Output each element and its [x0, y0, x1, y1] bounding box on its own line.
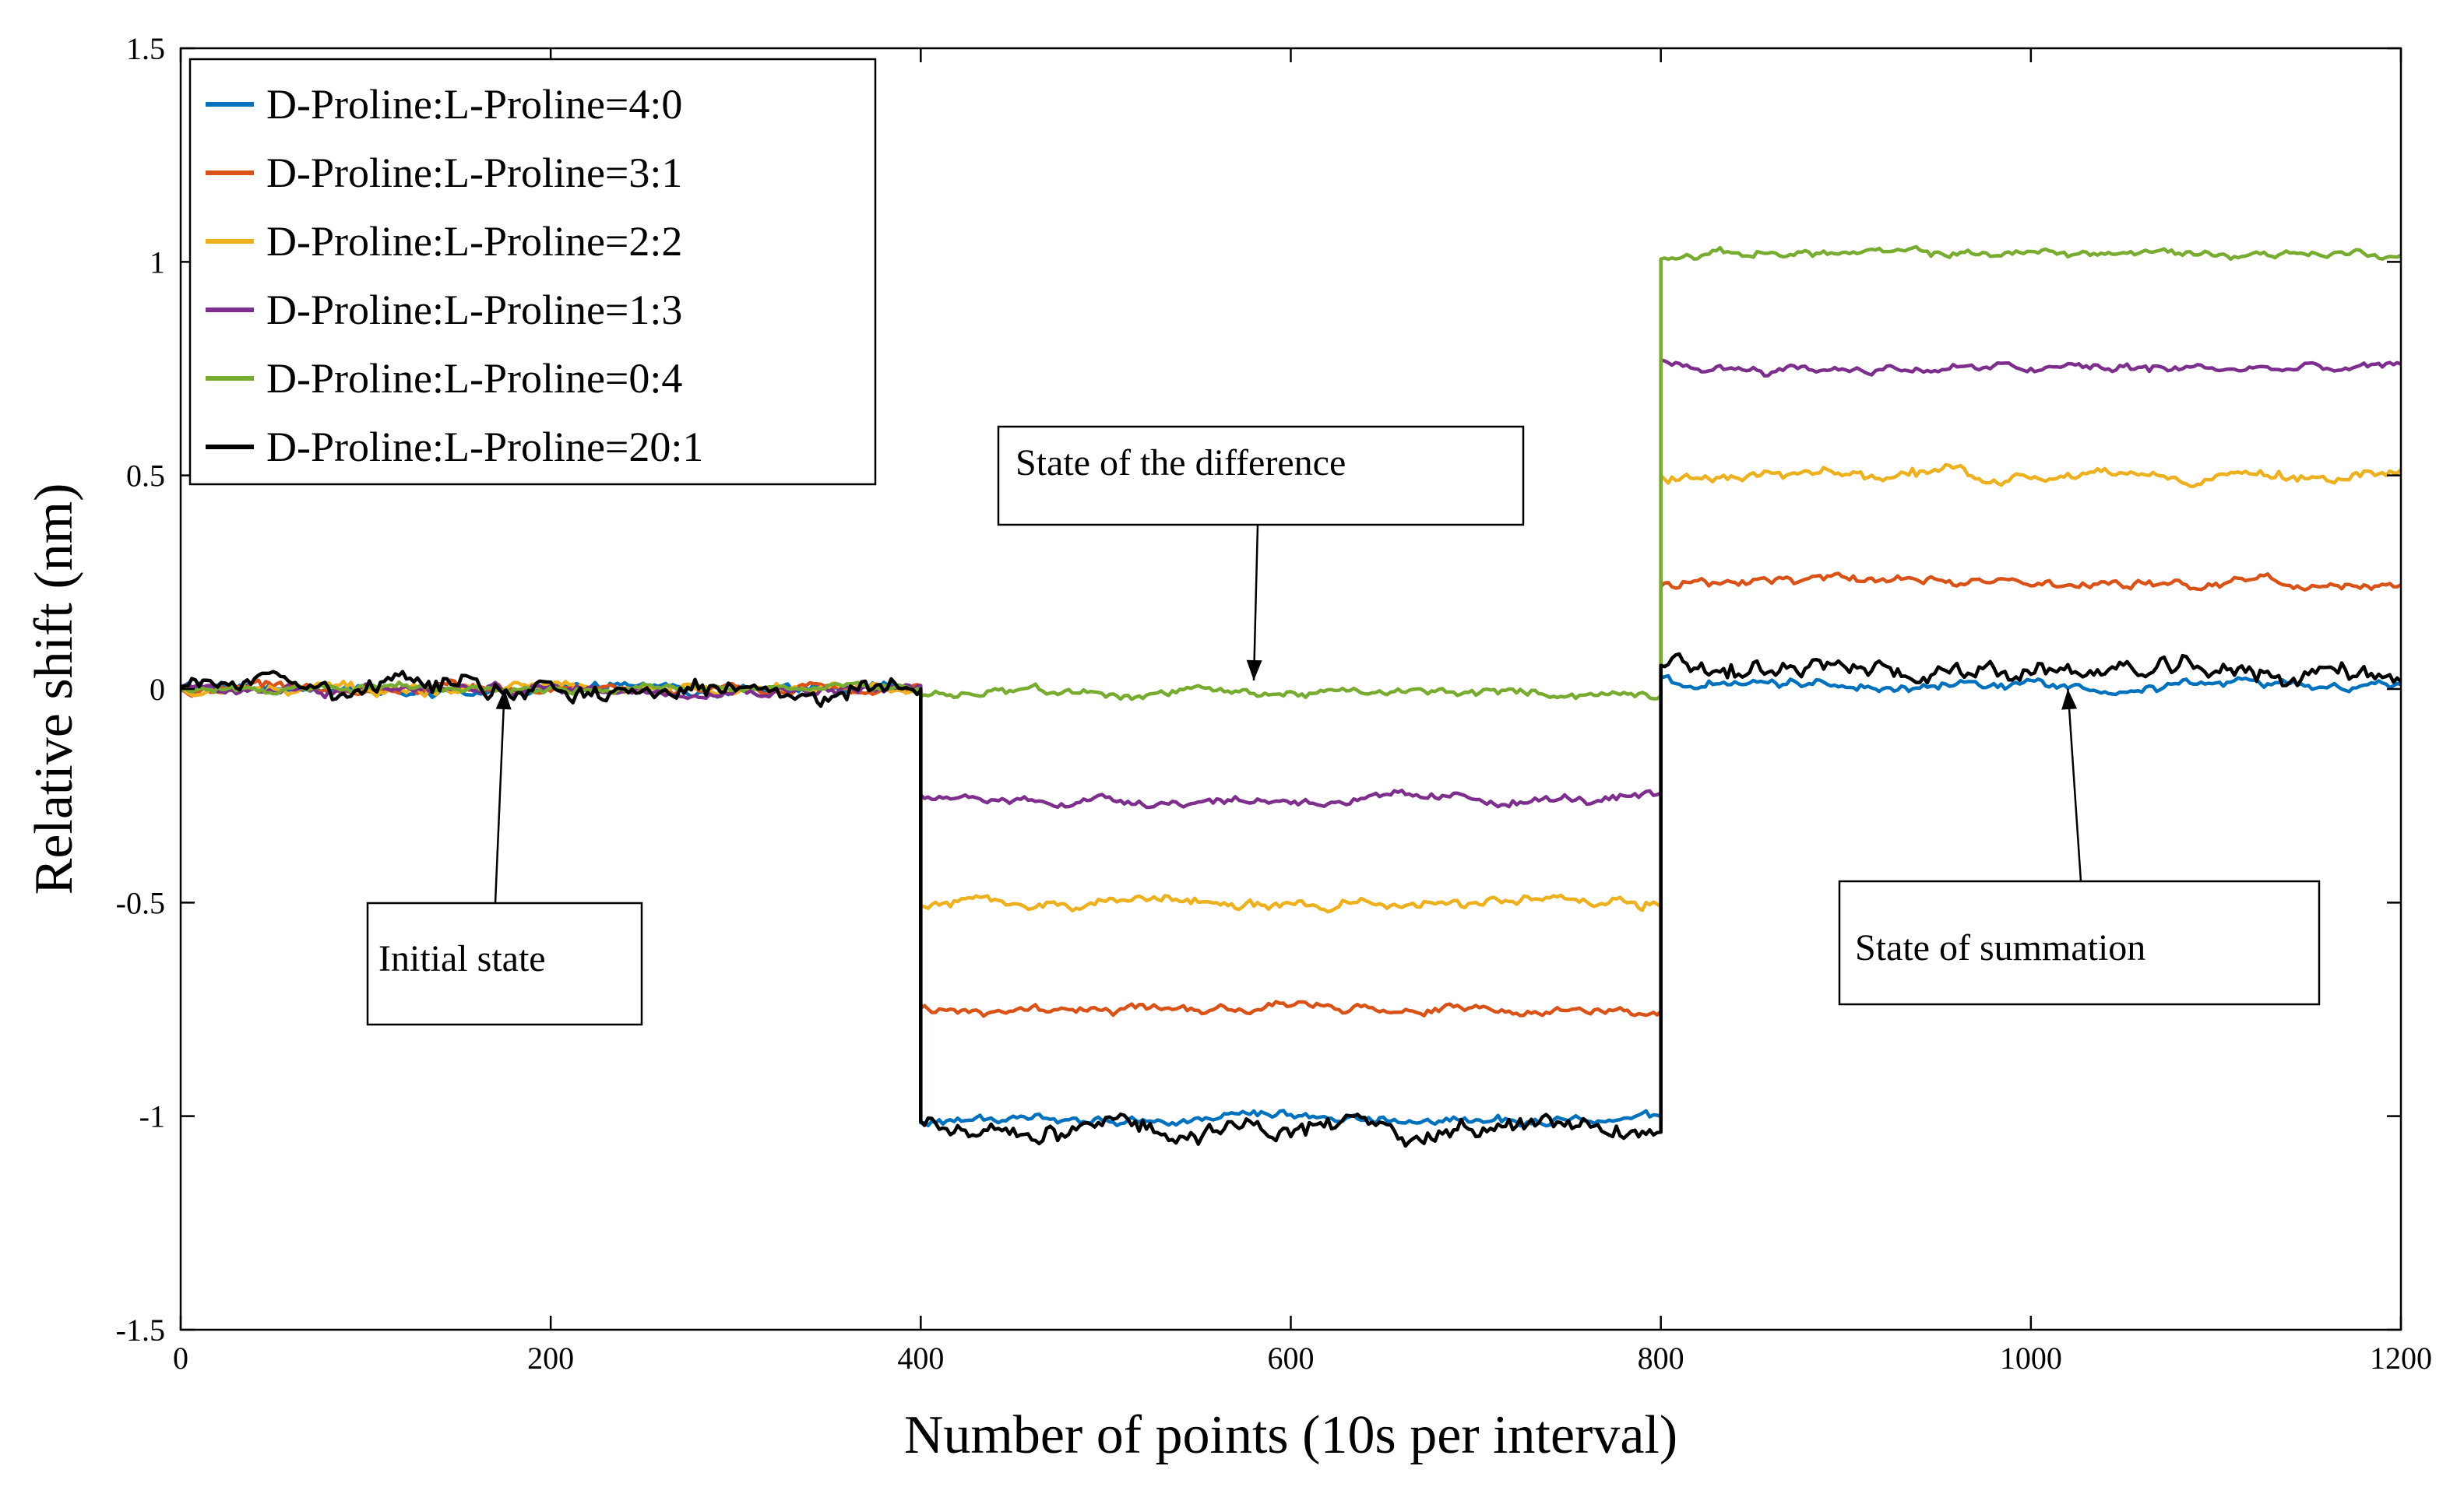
- annotation-text: State of summation: [1855, 927, 2145, 968]
- y-tick-label: -1: [139, 1099, 165, 1134]
- annotations: Initial state State of the difference Stat…: [366, 425, 2321, 1026]
- arrowhead-icon: [1246, 659, 1262, 681]
- arrowhead-icon: [2061, 689, 2078, 710]
- x-tick-label: 1000: [2000, 1341, 2062, 1376]
- arrowhead-icon: [495, 689, 512, 710]
- annotation-box: [1838, 880, 2321, 1006]
- x-tick-label: 600: [1268, 1341, 1315, 1376]
- annotation-text: State of the difference: [1016, 442, 1346, 483]
- y-tick-label: 0.5: [126, 459, 165, 494]
- y-tick-label: 1: [150, 244, 165, 279]
- annotation-arrow: [494, 688, 506, 904]
- legend-label: D-Proline:L-Proline=0:4: [266, 355, 682, 402]
- axis-ticks: [179, 47, 2402, 1331]
- x-tick-label: 400: [897, 1341, 944, 1376]
- legend: D-Proline:L-Proline=4:0 D-Proline:L-Proli…: [188, 58, 877, 486]
- y-tick-label: 1.5: [126, 31, 165, 66]
- annotation-arrow: [2067, 688, 2082, 882]
- legend-label: D-Proline:L-Proline=1:3: [266, 287, 682, 333]
- legend-label: D-Proline:L-Proline=4:0: [266, 81, 682, 128]
- x-tick-label: 0: [173, 1341, 188, 1376]
- legend-label: D-Proline:L-Proline=2:2: [266, 218, 682, 265]
- annotation-box: [997, 425, 1525, 526]
- y-tick-label: -0.5: [116, 885, 165, 920]
- y-axis-title: Relative shift (nm): [24, 483, 84, 895]
- x-axis-title: Number of points (10s per interval): [904, 1405, 1677, 1465]
- y-tick-label: -1.5: [116, 1313, 165, 1348]
- x-tick-label: 200: [527, 1341, 574, 1376]
- axis-tick-labels: 0 200 400 600 800 1000 1200 1.5 1 0.5 0 -0.5 -1 -1.5: [116, 31, 2432, 1376]
- legend-label: D-Proline:L-Proline=3:1: [266, 149, 682, 196]
- annotation-arrow: [1252, 524, 1259, 681]
- legend-label: D-Proline:L-Proline=20:1: [266, 424, 703, 470]
- annotation-text: Initial state: [378, 938, 546, 979]
- x-tick-label: 1200: [2370, 1341, 2432, 1376]
- series-line-3: [180, 462, 2402, 914]
- annotation-box: [366, 902, 643, 1026]
- y-tick-label: 0: [150, 672, 165, 707]
- series-line-6: [179, 652, 2402, 1148]
- legend-box: [188, 58, 877, 486]
- plot-area: [179, 244, 2402, 1148]
- x-tick-label: 800: [1638, 1341, 1684, 1376]
